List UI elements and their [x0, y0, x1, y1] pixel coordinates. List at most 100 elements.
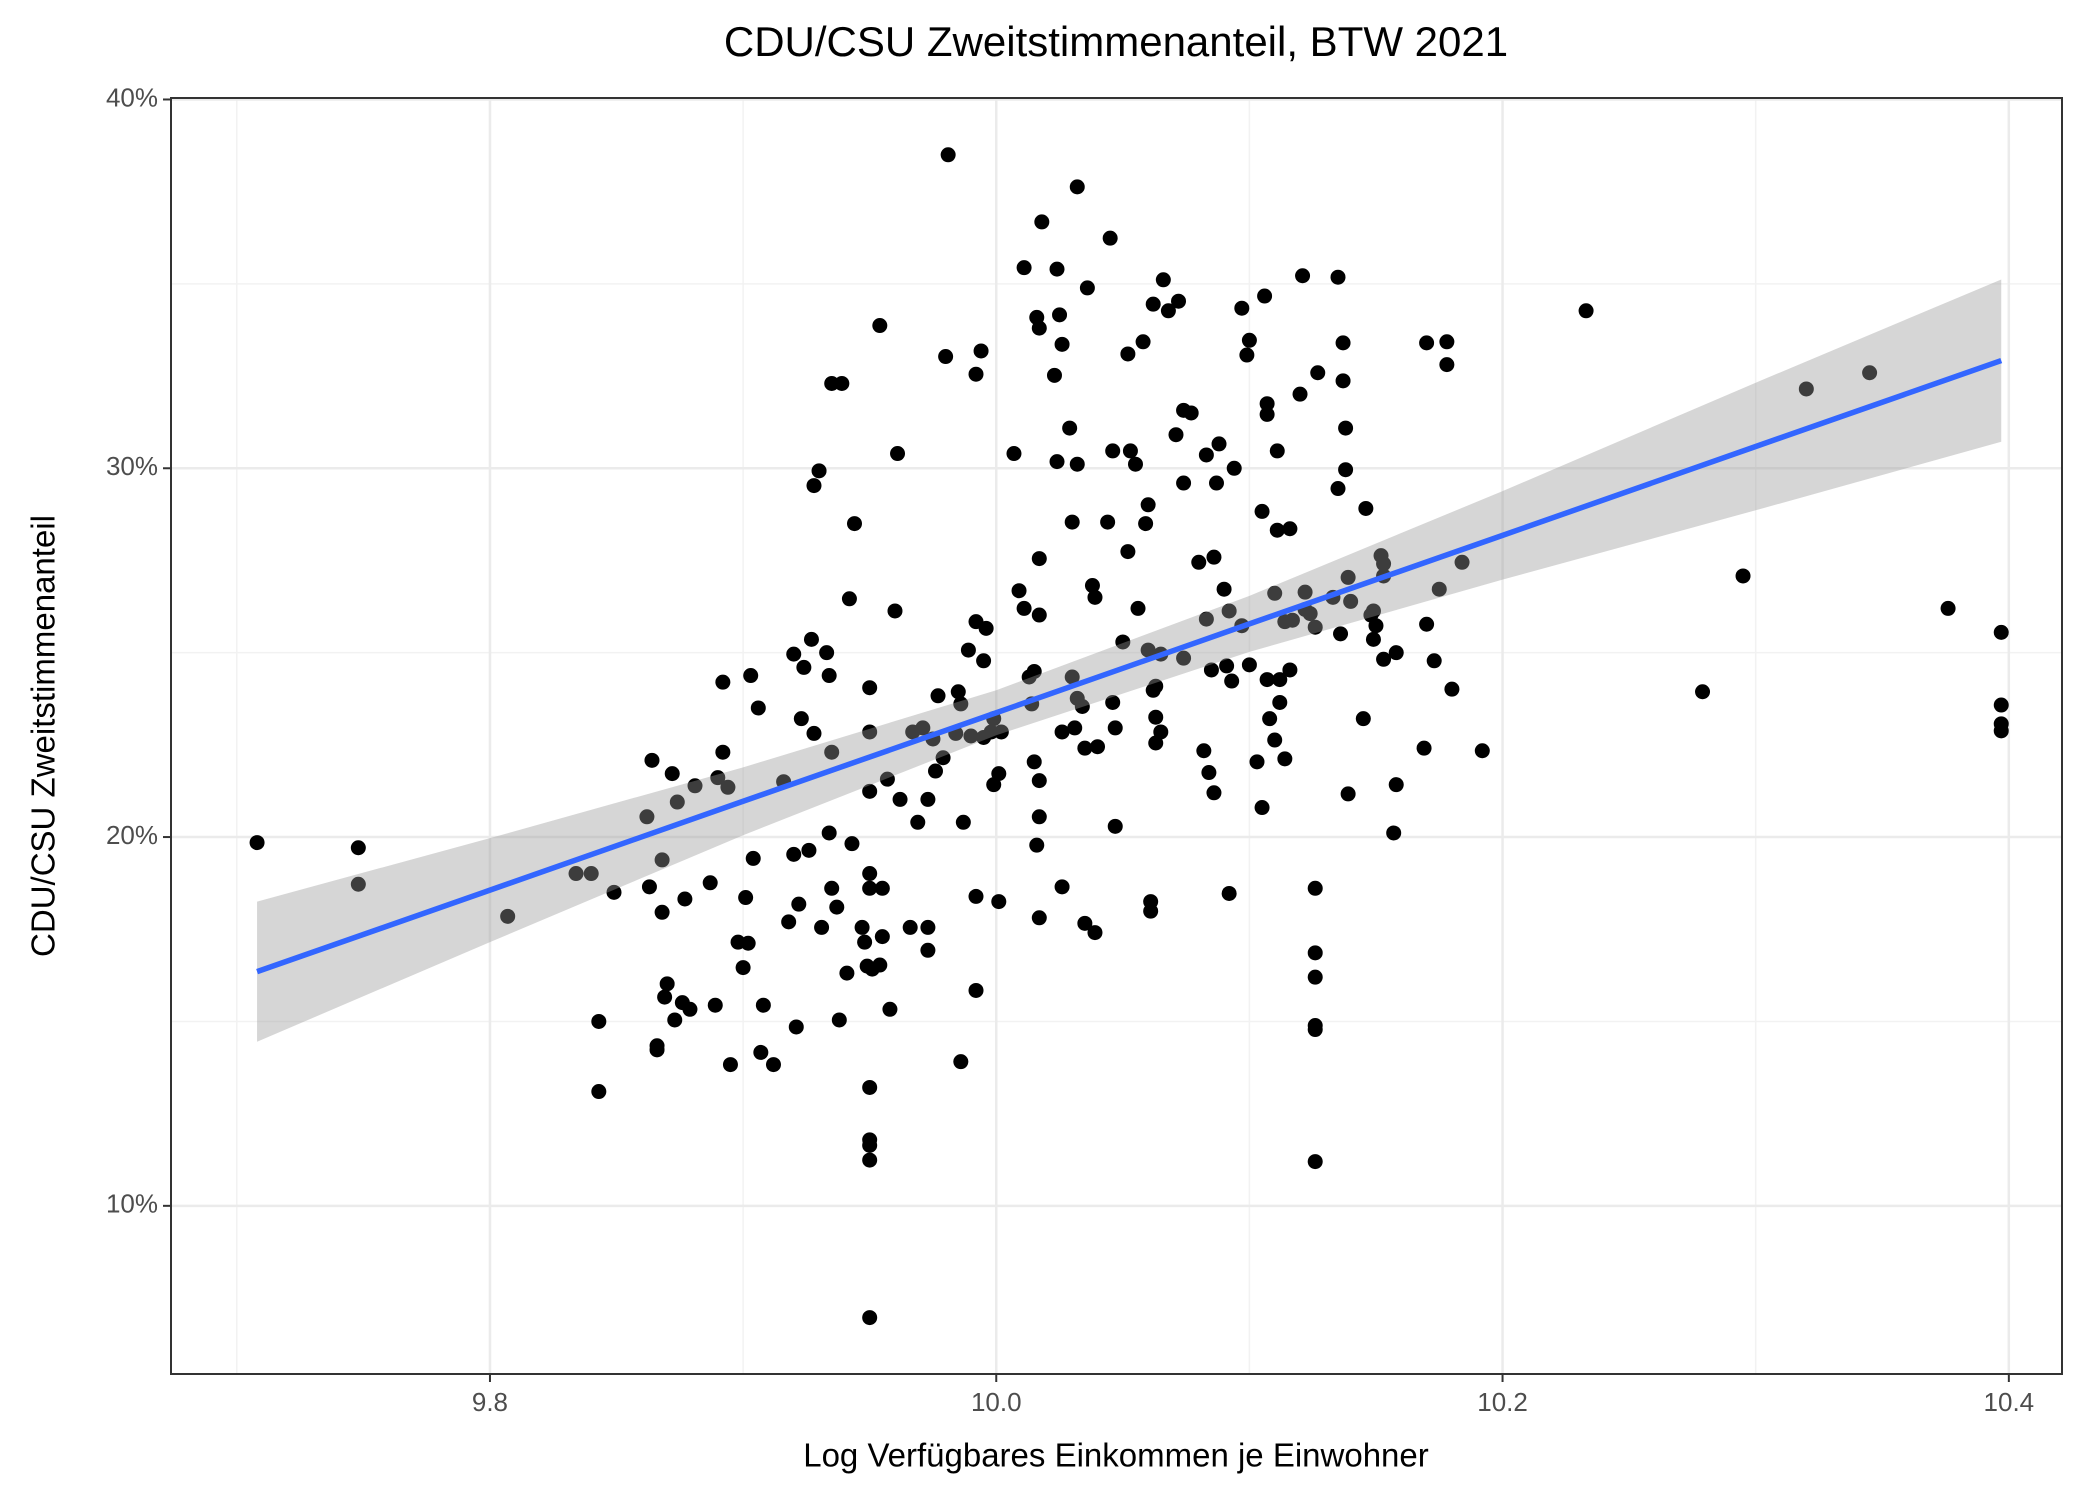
- point: [1993, 697, 2009, 713]
- point: [1302, 606, 1318, 622]
- point: [669, 794, 685, 810]
- point: [1208, 475, 1224, 491]
- point: [882, 1001, 898, 1017]
- point: [682, 1001, 698, 1017]
- point: [786, 646, 802, 662]
- point: [1257, 288, 1273, 304]
- point: [1176, 475, 1192, 491]
- point: [950, 684, 966, 700]
- point: [976, 653, 992, 669]
- point: [1006, 446, 1022, 462]
- point: [765, 1057, 781, 1073]
- point: [920, 919, 936, 935]
- point: [1049, 454, 1065, 470]
- point: [606, 884, 622, 900]
- point: [1135, 334, 1151, 350]
- point: [1031, 809, 1047, 825]
- point: [1031, 910, 1047, 926]
- point: [814, 919, 830, 935]
- point: [953, 1054, 969, 1070]
- point: [687, 778, 703, 794]
- point: [1439, 334, 1455, 350]
- plot-background: [171, 98, 2062, 1374]
- point: [722, 1057, 738, 1073]
- point: [1358, 500, 1374, 516]
- point: [1201, 765, 1217, 781]
- y-axis-title: CDU/CSU Zweitstimmenanteil: [25, 515, 62, 957]
- point: [938, 349, 954, 365]
- point: [1211, 436, 1227, 452]
- y-tick-label: 20%: [106, 820, 158, 850]
- point: [910, 814, 926, 830]
- point: [824, 744, 840, 760]
- point: [1067, 720, 1083, 736]
- point: [1474, 743, 1490, 759]
- point: [1224, 673, 1240, 689]
- point: [1335, 373, 1351, 389]
- point: [829, 899, 845, 915]
- point: [659, 976, 675, 992]
- point: [1107, 720, 1123, 736]
- x-tick-label: 9.8: [472, 1387, 508, 1417]
- y-tick-label: 40%: [106, 82, 158, 112]
- point: [1335, 335, 1351, 351]
- point: [350, 840, 366, 856]
- point: [1993, 723, 2009, 739]
- point: [1120, 544, 1136, 560]
- point: [1087, 925, 1103, 941]
- point: [249, 835, 265, 851]
- point: [839, 965, 855, 981]
- point: [1254, 503, 1270, 519]
- point: [1077, 740, 1093, 756]
- point: [654, 904, 670, 920]
- point: [968, 888, 984, 904]
- point: [1016, 260, 1032, 276]
- point: [1026, 663, 1042, 679]
- point: [1798, 381, 1814, 397]
- point: [1087, 589, 1103, 605]
- point: [801, 842, 817, 858]
- point: [821, 825, 837, 841]
- point: [745, 850, 761, 866]
- point: [960, 642, 976, 658]
- point: [1138, 516, 1154, 532]
- point: [1269, 443, 1285, 459]
- point: [1735, 568, 1751, 584]
- point: [1307, 1154, 1323, 1170]
- point: [1221, 603, 1237, 619]
- point: [1254, 800, 1270, 816]
- point: [1143, 903, 1159, 919]
- point: [1269, 522, 1285, 538]
- point: [1148, 709, 1164, 725]
- point: [940, 147, 956, 163]
- point: [862, 1152, 878, 1168]
- point: [887, 603, 903, 619]
- point: [350, 876, 366, 892]
- point: [1153, 724, 1169, 740]
- point: [1107, 818, 1123, 834]
- point: [824, 880, 840, 896]
- point: [1054, 724, 1070, 740]
- point: [1064, 669, 1080, 685]
- point: [920, 942, 936, 958]
- point: [1365, 631, 1381, 647]
- point: [862, 866, 878, 882]
- point: [844, 836, 860, 852]
- point: [928, 763, 944, 779]
- point: [1029, 837, 1045, 853]
- point: [1292, 386, 1308, 402]
- point: [750, 700, 766, 716]
- point: [1069, 456, 1085, 472]
- point: [791, 896, 807, 912]
- point: [677, 891, 693, 907]
- point: [993, 724, 1009, 740]
- point: [667, 1012, 683, 1028]
- point: [1241, 657, 1257, 673]
- point: [1307, 945, 1323, 961]
- point: [1330, 481, 1346, 497]
- point: [1993, 624, 2009, 640]
- point: [991, 894, 1007, 910]
- point: [968, 366, 984, 382]
- point: [978, 620, 994, 636]
